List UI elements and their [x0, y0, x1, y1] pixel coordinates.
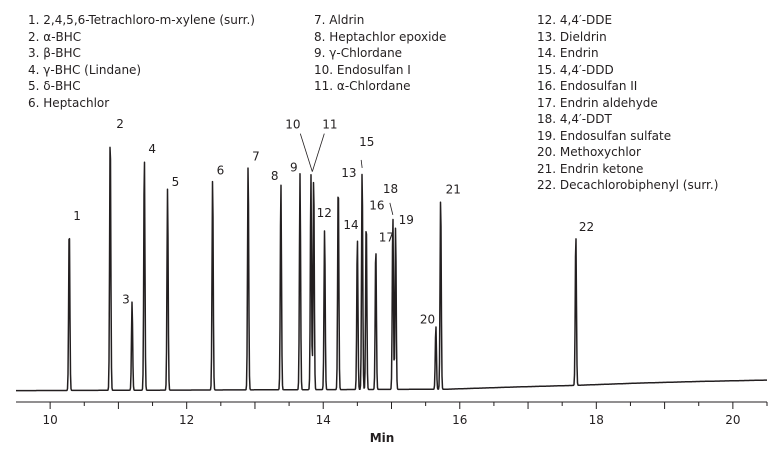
chromatogram-trace: [15, 146, 768, 392]
legend-item: 4. γ-BHC (Lindane): [28, 62, 142, 77]
legend-item: 18. 4,4′-DDT: [537, 112, 612, 126]
legend-item: 21. Endrin ketone: [537, 161, 644, 176]
legend-item: 12. 4,4′-DDE: [537, 13, 613, 27]
legend-column-2: 7. Aldrin 8. Heptachlor epoxide 9. γ-Chl…: [314, 12, 446, 95]
peak-label: 8: [271, 169, 279, 183]
peak-label: 10: [285, 118, 300, 132]
legend-item: 1. 2,4,5,6-Tetrachloro-m-xylene (surr.): [28, 13, 255, 27]
peak-label: 6: [217, 164, 225, 178]
peak-leader-line: [360, 159, 363, 168]
peak-leader-line: [389, 202, 394, 215]
x-tick-label: 18: [589, 413, 604, 427]
legend-item: 16. Endosulfan II: [537, 79, 638, 93]
legend-item: 22. Decachlorobiphenyl (surr.): [537, 178, 719, 192]
peak-label: 14: [343, 218, 358, 232]
peak-label: 1: [73, 209, 81, 223]
peak-label: 21: [446, 182, 461, 196]
legend-column-3: 12. 4,4′-DDE 13. Dieldrin 14. Endrin 15.…: [537, 12, 718, 194]
peak-label: 4: [148, 142, 156, 156]
x-axis-title: Min: [370, 431, 395, 445]
legend-item: 2. α-BHC: [28, 29, 82, 44]
x-tick-label: 10: [42, 413, 57, 427]
legend-item: 8. Heptachlor epoxide: [314, 29, 447, 44]
peak-label: 20: [420, 313, 435, 327]
legend-item: 11. α-Chlordane: [314, 79, 411, 93]
peak-legend: 1. 2,4,5,6-Tetrachloro-m-xylene (surr.) …: [0, 0, 784, 192]
x-tick-label: 12: [179, 413, 194, 427]
peak-label: 9: [290, 161, 298, 175]
peak-leader-line: [311, 133, 325, 172]
legend-item: 15. 4,4′-DDD: [537, 62, 614, 77]
legend-item: 6. Heptachlor: [28, 95, 110, 110]
peak-label: 18: [383, 182, 398, 196]
legend-item: 13. Dieldrin: [537, 29, 607, 44]
peak-label: 22: [579, 220, 594, 234]
x-tick-label: 20: [725, 413, 740, 427]
x-axis: 10 12 14 16 18 20: [16, 401, 768, 427]
peak-label: 11: [322, 118, 337, 132]
legend-item: 14. Endrin: [537, 46, 599, 60]
peak-leader-line: [299, 133, 313, 172]
peak-label: 5: [172, 175, 180, 189]
peak-label: 2: [116, 117, 124, 131]
legend-item: 20. Methoxychlor: [537, 145, 641, 159]
legend-item: 9. γ-Chlordane: [314, 46, 403, 60]
legend-item: 19. Endosulfan sulfate: [537, 128, 672, 143]
peak-label: 15: [359, 135, 374, 149]
legend-item: 3. β-BHC: [28, 46, 81, 60]
x-tick-label: 14: [316, 413, 331, 427]
peak-label: 13: [341, 166, 356, 180]
peak-label: 16: [369, 199, 384, 213]
legend-item: 7. Aldrin: [314, 13, 365, 27]
x-tick-label: 16: [452, 413, 467, 427]
legend-column-1: 1. 2,4,5,6-Tetrachloro-m-xylene (surr.) …: [28, 12, 255, 111]
peak-label: 19: [399, 213, 414, 227]
peak-label: 3: [122, 293, 130, 307]
legend-item: 10. Endosulfan I: [314, 62, 411, 77]
peak-leader-lines: [299, 133, 394, 215]
legend-item: 17. Endrin aldehyde: [537, 95, 658, 110]
peak-label: 17: [379, 230, 394, 244]
legend-item: 5. δ-BHC: [28, 79, 81, 93]
peak-label: 7: [252, 150, 260, 164]
peak-label: 12: [317, 206, 332, 220]
